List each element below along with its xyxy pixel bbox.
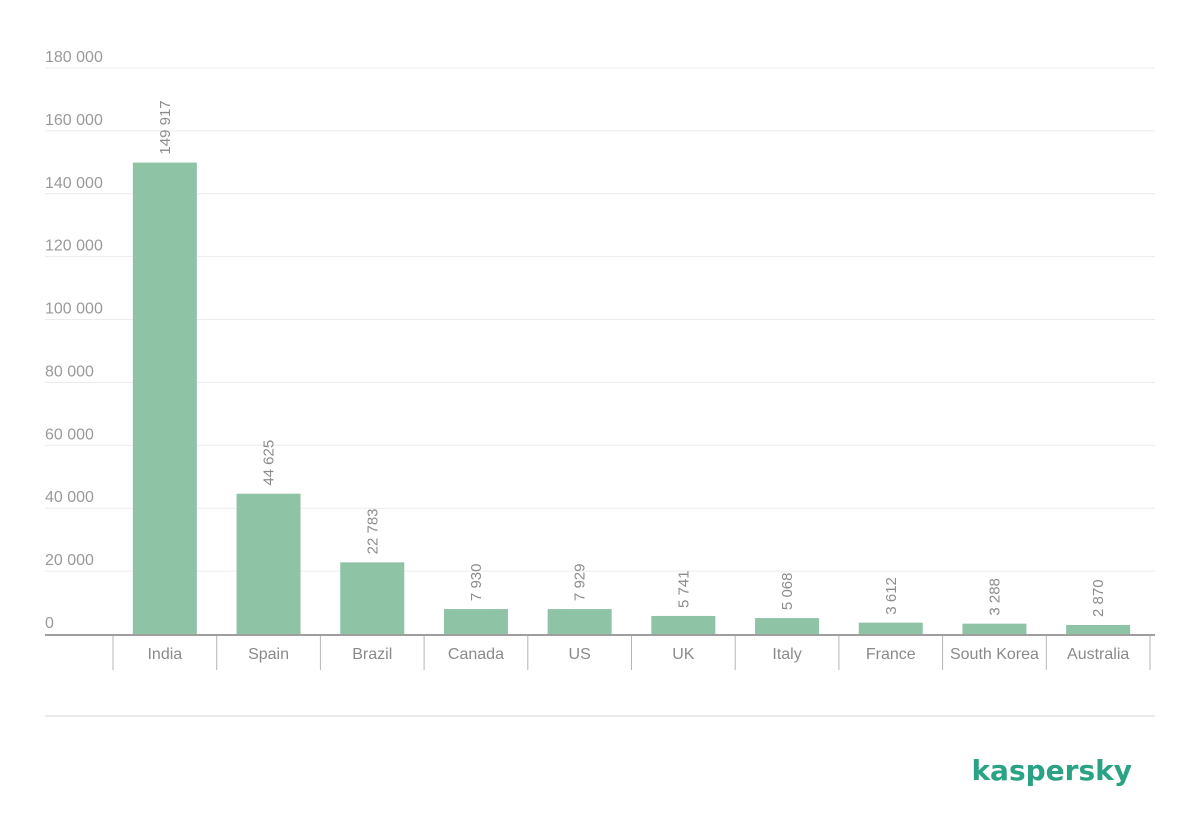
x-tick-label: Italy	[772, 646, 801, 663]
data-label: 22 783	[364, 508, 381, 554]
x-tick-label: US	[569, 646, 591, 663]
data-label: 7 930	[468, 564, 485, 602]
data-label: 2 870	[1090, 579, 1107, 617]
x-axis	[45, 634, 1155, 717]
y-tick-label: 100 000	[45, 301, 103, 318]
bar	[755, 618, 820, 634]
gridlines	[45, 67, 1155, 572]
bar	[132, 162, 197, 635]
data-label: 44 625	[261, 440, 278, 486]
data-label: 5 741	[675, 570, 692, 608]
x-tick-label: UK	[672, 646, 695, 663]
bar	[236, 493, 301, 634]
y-tick-label: 60 000	[45, 426, 94, 443]
data-label: 7 929	[572, 564, 589, 602]
y-tick-label: 20 000	[45, 552, 94, 569]
data-label: 3 612	[883, 577, 900, 615]
data-label: 3 288	[986, 578, 1003, 616]
x-tick-label: Spain	[248, 646, 289, 663]
y-axis-tick-labels: 0 20 000 40 000 60 000 80 000 100 000 120 000 1…	[45, 49, 103, 632]
bar	[443, 609, 508, 634]
bar	[340, 562, 405, 634]
y-tick-label: 80 000	[45, 363, 94, 380]
y-tick-label: 140 000	[45, 175, 103, 192]
data-label: 5 068	[779, 573, 796, 611]
y-tick-label: 0	[45, 615, 54, 632]
x-tick-label: South Korea	[950, 646, 1039, 663]
bars	[132, 162, 1131, 635]
x-tick-label: Brazil	[352, 646, 392, 663]
bar	[547, 609, 612, 634]
y-tick-label: 120 000	[45, 238, 103, 255]
x-tick-label: France	[866, 646, 916, 663]
data-label: 149 917	[157, 100, 174, 154]
kaspersky-logo: kaspersky	[971, 754, 1132, 787]
bar	[651, 615, 716, 634]
x-tick-label: India	[147, 646, 182, 663]
x-tick-label: Australia	[1067, 646, 1129, 663]
y-tick-label: 40 000	[45, 489, 94, 506]
y-tick-label: 160 000	[45, 112, 103, 129]
bar	[962, 623, 1027, 634]
data-labels: 149 917 44 625 22 783 7 930 7 929 5 741 5 068 3…	[157, 100, 1107, 617]
bar	[1066, 624, 1131, 634]
bar	[858, 622, 923, 634]
x-tick-label: Canada	[448, 646, 504, 663]
y-tick-label: 180 000	[45, 49, 103, 66]
x-axis-tick-labels: India Spain Brazil Canada US UK Italy France Sou…	[147, 646, 1129, 663]
